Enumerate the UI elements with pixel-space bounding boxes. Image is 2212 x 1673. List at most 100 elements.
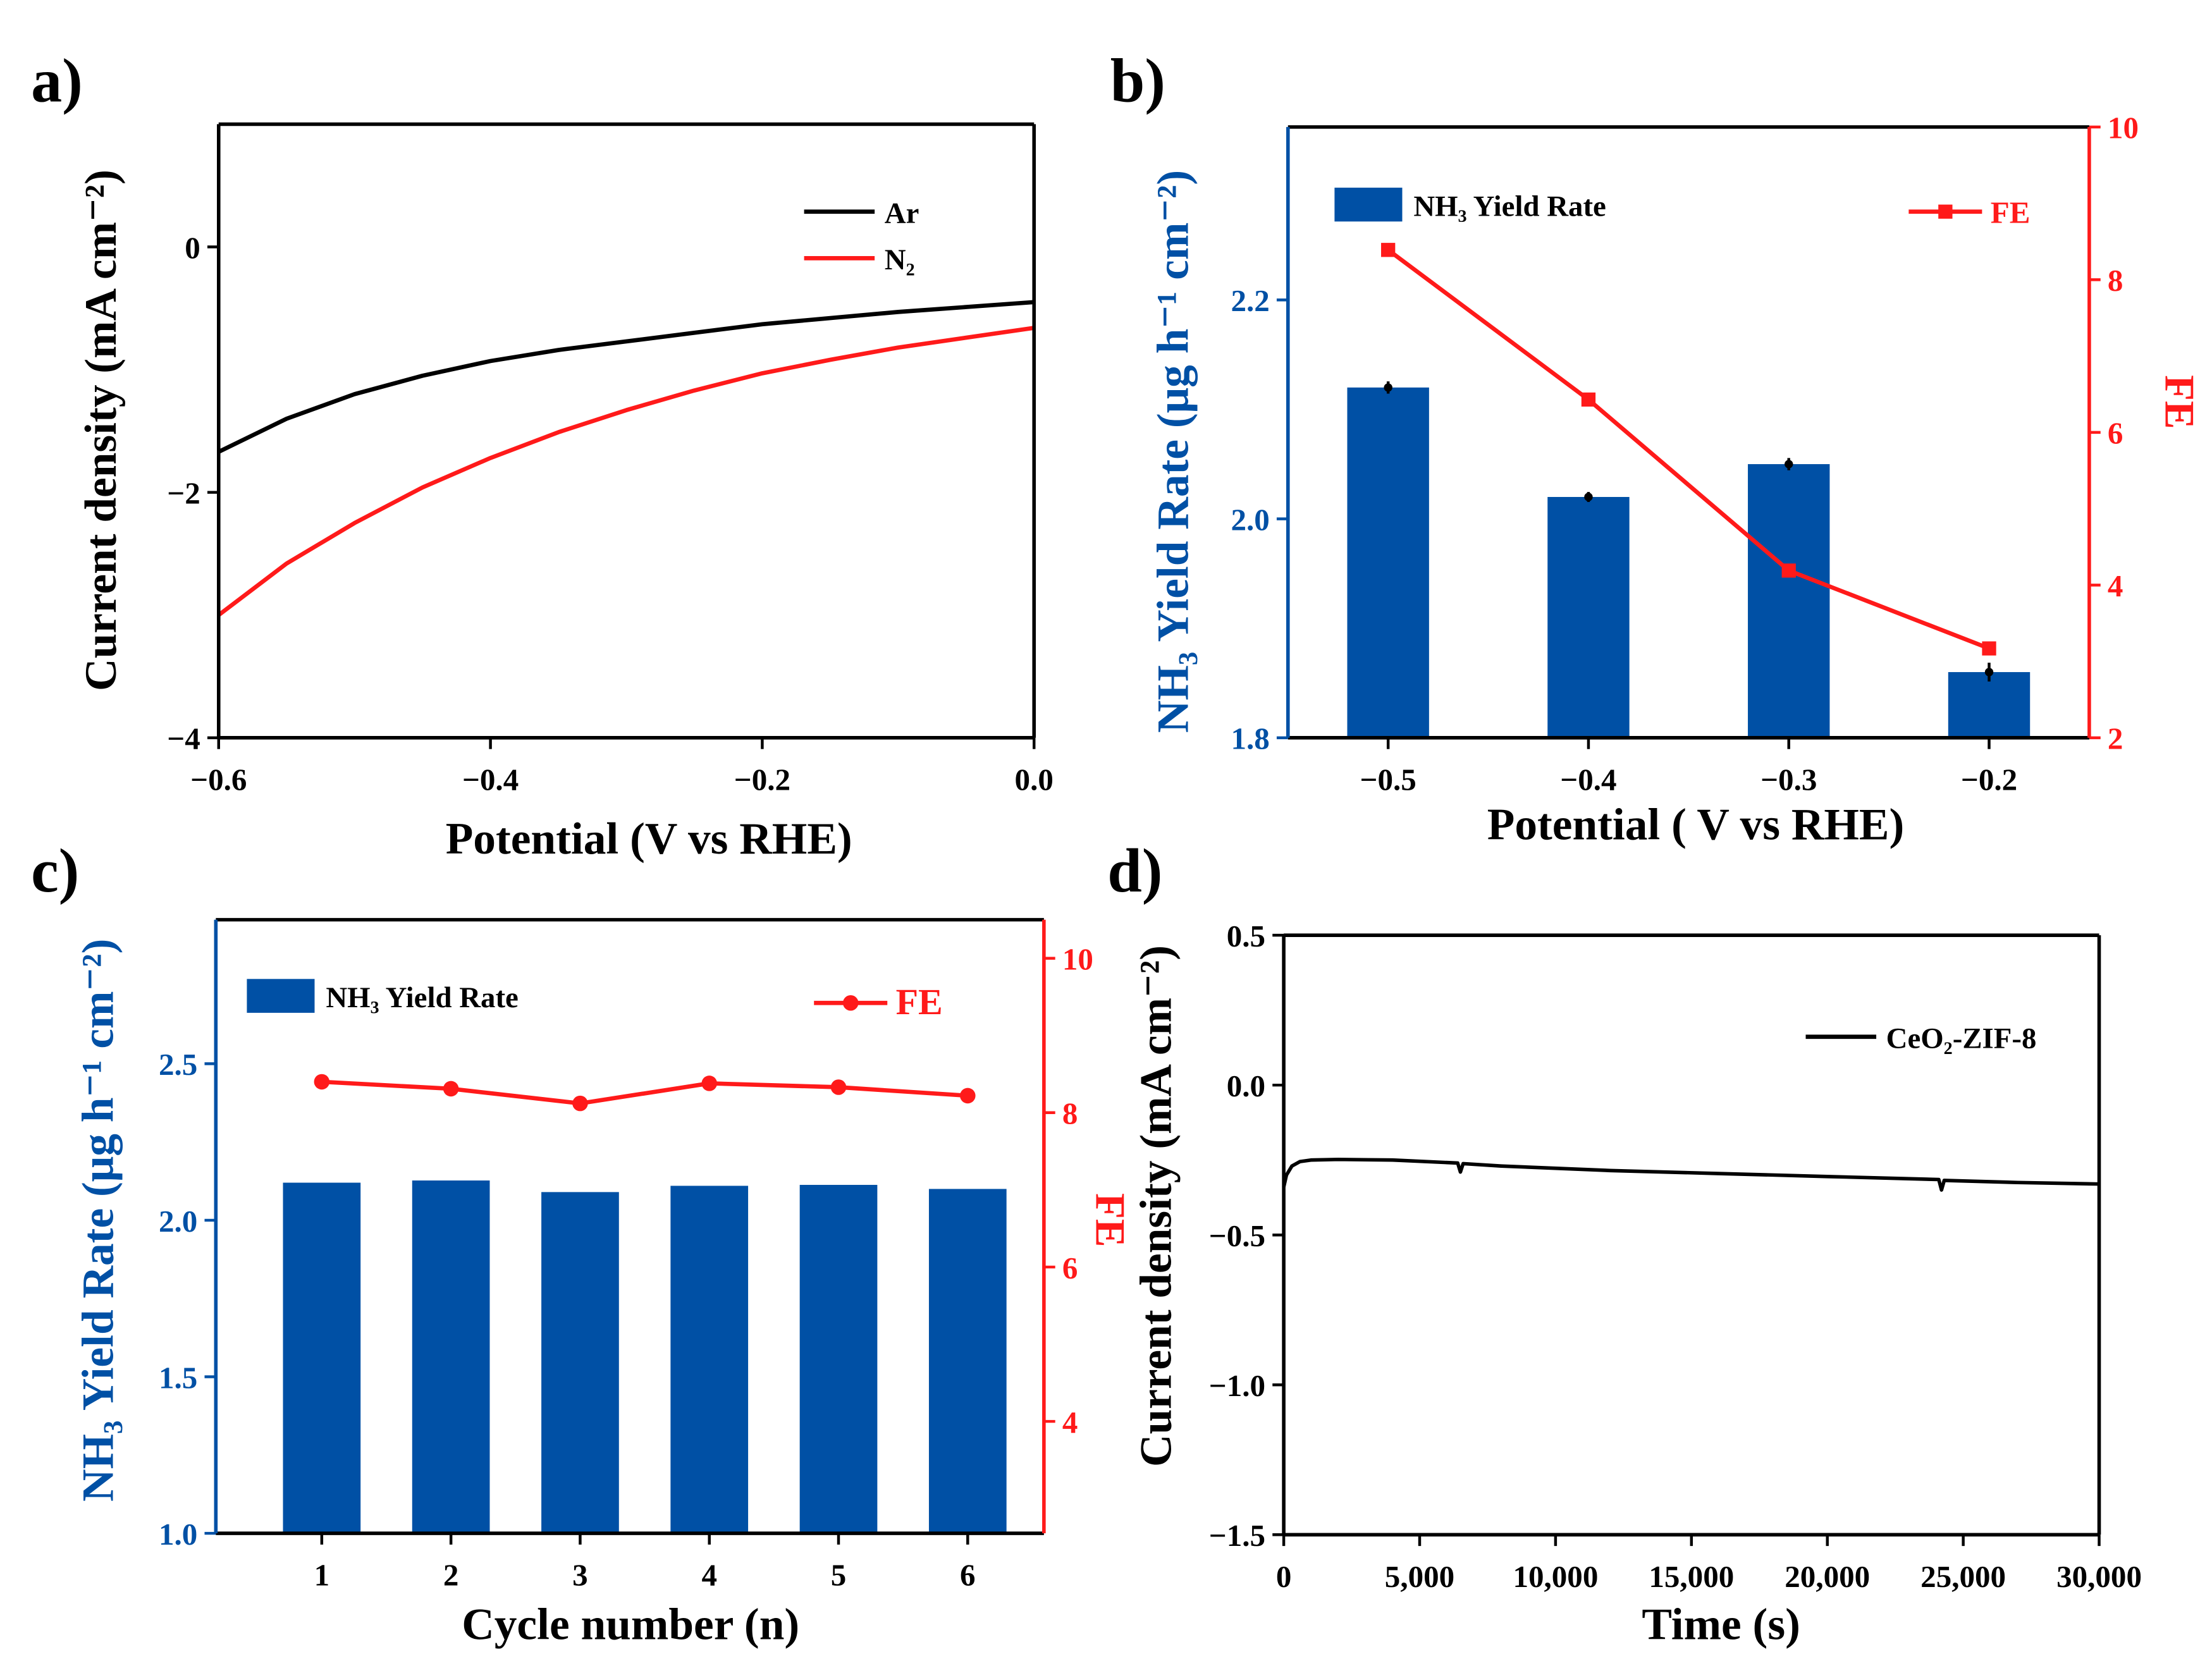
fe-line <box>321 1079 968 1106</box>
y-axis-title: NH₃ Yield Rate (μg h⁻¹ cm⁻²) <box>73 939 123 1502</box>
x-tick-label: −0.2 <box>1961 762 2017 797</box>
fe-marker <box>314 1074 330 1090</box>
panel-label: d) <box>1107 837 1162 905</box>
bar <box>541 1192 619 1534</box>
y-tick-label: 0.5 <box>1227 919 1265 953</box>
y-tick-label: 0 <box>185 230 200 265</box>
legend-label-fe: FE <box>1991 195 2031 230</box>
series-line <box>1282 1157 2099 1192</box>
x-axis-title: Cycle number (n) <box>462 1599 799 1649</box>
panel-label: a) <box>31 47 83 116</box>
x-tick-label: 6 <box>960 1558 976 1593</box>
x-tick-label: 20,000 <box>1785 1559 1870 1594</box>
legend-label-yield: NH₃ Yield Rate <box>1413 190 1606 223</box>
y2-axis-title: FE <box>1086 1193 1133 1247</box>
y-axis-title: Current density (mA cm⁻²) <box>1131 945 1181 1467</box>
x-tick-label: 15,000 <box>1649 1559 1734 1594</box>
error-cap <box>1984 668 1994 677</box>
legend-label-yield: NH₃ Yield Rate <box>326 981 518 1014</box>
legend-bar-swatch <box>247 979 315 1013</box>
panel-c: c) NH₃ Yield Rate FE 1 2 3 4 5 6 1.0 1.5 2.0 2.5 4 6 8 1… <box>31 837 1133 1649</box>
x-tick-label: −0.4 <box>1560 762 1616 797</box>
bar <box>412 1180 490 1534</box>
y2-tick-label: 4 <box>2108 568 2123 603</box>
panel-d: d) CeO₂-ZIF-8 0 5,000 10,000 15,000 20,000 25,0… <box>1107 837 2142 1649</box>
y-tick-label: 2.0 <box>1231 502 1269 537</box>
x-tick-label: 5,000 <box>1385 1559 1454 1594</box>
y-tick-label: −2 <box>167 476 200 511</box>
x-tick-label: 5 <box>831 1558 847 1593</box>
y-tick-label: 1.5 <box>159 1360 197 1395</box>
y-tick-label: 2.2 <box>1231 283 1269 318</box>
fe-line <box>1387 248 1990 651</box>
y2-tick-label: 2 <box>2108 721 2123 756</box>
fe-marker <box>701 1076 717 1091</box>
bar <box>1547 496 1630 738</box>
y2-axis-title: FE <box>2156 375 2203 429</box>
fe-marker <box>1381 243 1396 257</box>
x-tick-label: 1 <box>314 1558 330 1593</box>
legend-label: CeO₂-ZIF-8 <box>1886 1022 2037 1055</box>
x-tick-label: 10,000 <box>1513 1559 1598 1594</box>
fe-marker <box>830 1079 847 1095</box>
y2-tick-label: 8 <box>1062 1096 1078 1131</box>
x-tick-label: −0.5 <box>1360 762 1416 797</box>
series-line <box>217 326 1035 617</box>
legend-fe-marker <box>1938 204 1953 219</box>
legend-label: N₂ <box>885 243 915 276</box>
error-cap <box>1584 493 1593 501</box>
y-tick-label: 1.8 <box>1231 721 1269 756</box>
y2-tick-label: 10 <box>1062 942 1093 977</box>
y-axis-title: Current density (mA cm⁻²) <box>76 169 126 691</box>
x-tick-label: −0.4 <box>462 762 519 797</box>
panel-b: b) NH₃ Yield Rate FE −0.5 −0.4 −0.3 −0.2 1.8 2.0… <box>1110 47 2203 850</box>
y2-tick-label: 6 <box>1062 1251 1078 1285</box>
y2-tick-label: 4 <box>1062 1405 1078 1440</box>
y-tick-label: −4 <box>167 721 200 756</box>
y-tick-label: 2.0 <box>159 1204 197 1239</box>
x-tick-label: −0.3 <box>1760 762 1817 797</box>
x-tick-label: 2 <box>443 1558 459 1593</box>
y-tick-label: 0.0 <box>1227 1069 1265 1103</box>
y2-tick-label: 6 <box>2108 416 2123 451</box>
bar <box>1748 464 1830 738</box>
bar <box>799 1184 878 1534</box>
x-axis-title: Potential ( V vs RHE) <box>1487 799 1905 849</box>
legend-label: Ar <box>885 197 919 230</box>
fe-marker <box>443 1081 459 1097</box>
y-tick-label: 2.5 <box>159 1047 197 1082</box>
bar <box>1347 387 1429 738</box>
legend-fe-marker <box>842 995 859 1011</box>
x-tick-label: 3 <box>572 1558 588 1593</box>
series-line <box>218 300 1035 454</box>
x-axis-title: Time (s) <box>1642 1599 1800 1649</box>
error-cap <box>1785 460 1793 469</box>
x-tick-label: 0.0 <box>1015 762 1054 797</box>
x-tick-label: 0 <box>1276 1559 1292 1594</box>
bar <box>928 1189 1007 1534</box>
x-tick-label: 25,000 <box>1920 1559 2006 1594</box>
y-tick-label: −0.5 <box>1209 1218 1265 1253</box>
y2-tick-label: 8 <box>2108 263 2123 298</box>
x-tick-label: −0.6 <box>190 762 247 797</box>
fe-marker <box>960 1088 976 1104</box>
bar <box>1948 671 2031 738</box>
legend-label-fe: FE <box>896 981 943 1022</box>
fe-marker <box>1581 392 1596 407</box>
fe-marker <box>572 1095 588 1112</box>
panel-a: a) Ar N₂ −0.6 −0.4 −0.2 0.0 −4 −2 0 Potential (V v… <box>31 47 1054 864</box>
fe-marker <box>1982 641 1996 656</box>
x-tick-label: 4 <box>701 1558 717 1593</box>
bar <box>670 1186 749 1534</box>
bar <box>283 1182 361 1534</box>
y-axis-title: NH₃ Yield Rate (μg h⁻¹ cm⁻²) <box>1148 170 1198 733</box>
y2-tick-label: 10 <box>2108 111 2139 145</box>
y-tick-label: −1.5 <box>1209 1518 1265 1553</box>
x-tick-label: 30,000 <box>2056 1559 2142 1594</box>
panel-label: c) <box>31 837 79 905</box>
y-tick-label: −1.0 <box>1209 1368 1265 1403</box>
y-tick-label: 1.0 <box>159 1517 197 1552</box>
x-axis-title: Potential (V vs RHE) <box>446 814 852 864</box>
x-tick-label: −0.2 <box>734 762 790 797</box>
